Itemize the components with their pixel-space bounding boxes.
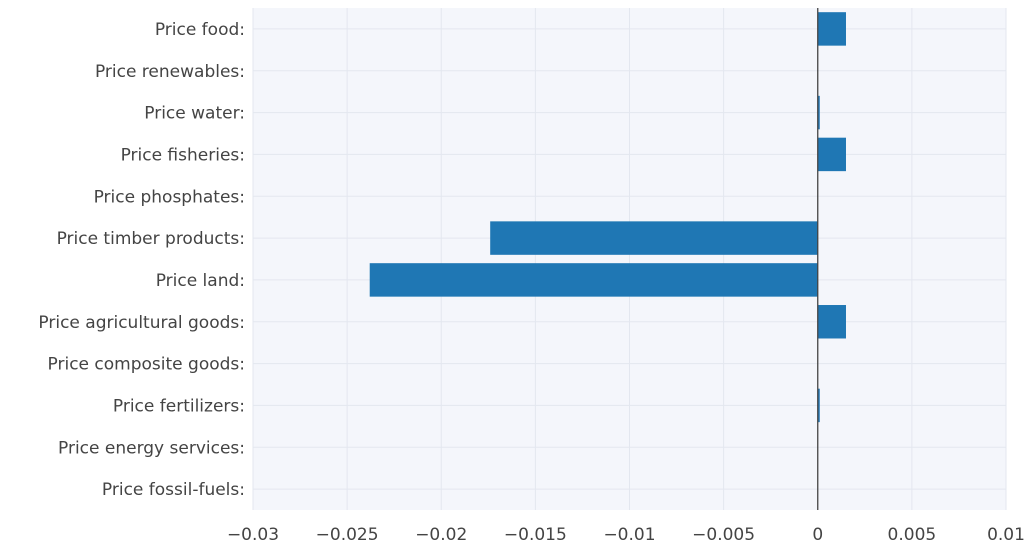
y-tick-label: Price agricultural goods: [38, 313, 245, 333]
x-axis-ticks: −0.03 −0.025 −0.02 −0.015 −0.01 −0.005 0 0.005 0… [227, 525, 1025, 545]
y-tick-label: Price energy services: [58, 438, 245, 458]
y-tick-label: Price food: [155, 20, 245, 40]
y-tick-label: Price fossil-fuels: [102, 480, 245, 500]
bar-6[interactable] [369, 263, 818, 297]
x-tick-label: 0.01 [987, 525, 1025, 545]
x-tick-label: 0.005 [888, 525, 937, 545]
bar-9[interactable] [817, 388, 820, 423]
x-tick-label: −0.02 [415, 525, 467, 545]
y-tick-label: Price phosphates: [94, 187, 245, 207]
y-tick-label: Price timber products: [57, 229, 245, 249]
y-axis-labels: Price food: Price renewables: Price water:… [38, 20, 245, 500]
y-tick-label: Price fertilizers: [113, 396, 245, 416]
y-tick-label: Price water: [144, 104, 245, 124]
x-tick-label: −0.01 [603, 525, 655, 545]
x-tick-label: −0.025 [316, 525, 379, 545]
y-tick-label: Price fisheries: [121, 145, 245, 165]
y-tick-label: Price land: [156, 271, 245, 291]
bar-5[interactable] [490, 221, 818, 255]
bar-7[interactable] [817, 305, 846, 339]
bar-3[interactable] [817, 137, 846, 172]
x-tick-label: −0.005 [692, 525, 755, 545]
x-tick-label: −0.015 [504, 525, 567, 545]
y-tick-label: Price composite goods: [48, 355, 245, 375]
x-tick-label: 0 [812, 525, 823, 545]
bar-2[interactable] [817, 95, 820, 130]
x-tick-label: −0.03 [227, 525, 279, 545]
y-tick-label: Price renewables: [95, 62, 245, 82]
bar-layer [369, 12, 846, 423]
bar-0[interactable] [817, 12, 846, 46]
